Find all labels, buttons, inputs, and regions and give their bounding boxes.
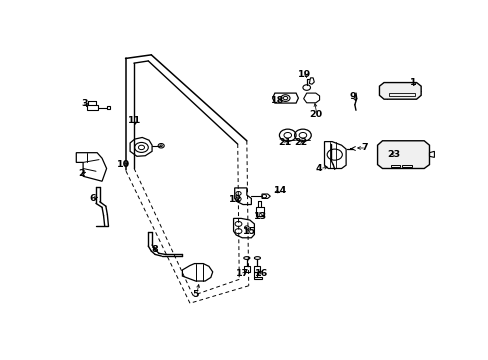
Bar	[390, 165, 400, 167]
Bar	[256, 207, 264, 216]
Text: 19: 19	[298, 70, 311, 79]
Polygon shape	[379, 82, 420, 99]
Text: 22: 22	[294, 139, 307, 148]
Text: 5: 5	[192, 289, 199, 298]
Text: 9: 9	[349, 92, 356, 101]
Text: 4: 4	[315, 164, 322, 173]
Bar	[253, 276, 262, 279]
Text: 6: 6	[89, 194, 95, 203]
Bar	[388, 93, 415, 96]
Text: 15: 15	[243, 227, 256, 236]
Text: 3: 3	[81, 99, 88, 108]
Bar	[254, 266, 260, 272]
Text: 23: 23	[386, 150, 400, 158]
Text: 8: 8	[151, 245, 158, 254]
Polygon shape	[377, 141, 428, 168]
Text: 7: 7	[361, 144, 367, 153]
Text: 12: 12	[228, 195, 242, 204]
Text: 13: 13	[253, 212, 266, 221]
Text: 18: 18	[271, 95, 284, 104]
Text: 17: 17	[236, 269, 249, 278]
Text: 10: 10	[117, 160, 130, 169]
Bar	[106, 105, 110, 109]
Text: 20: 20	[308, 110, 322, 119]
Bar	[87, 105, 97, 110]
Text: 14: 14	[274, 186, 287, 195]
Bar	[244, 266, 249, 272]
Text: 16: 16	[254, 269, 267, 278]
Text: 21: 21	[278, 139, 291, 148]
Text: 1: 1	[409, 78, 416, 87]
Text: 2: 2	[79, 169, 85, 178]
Bar	[401, 165, 411, 167]
Text: 11: 11	[128, 116, 142, 125]
